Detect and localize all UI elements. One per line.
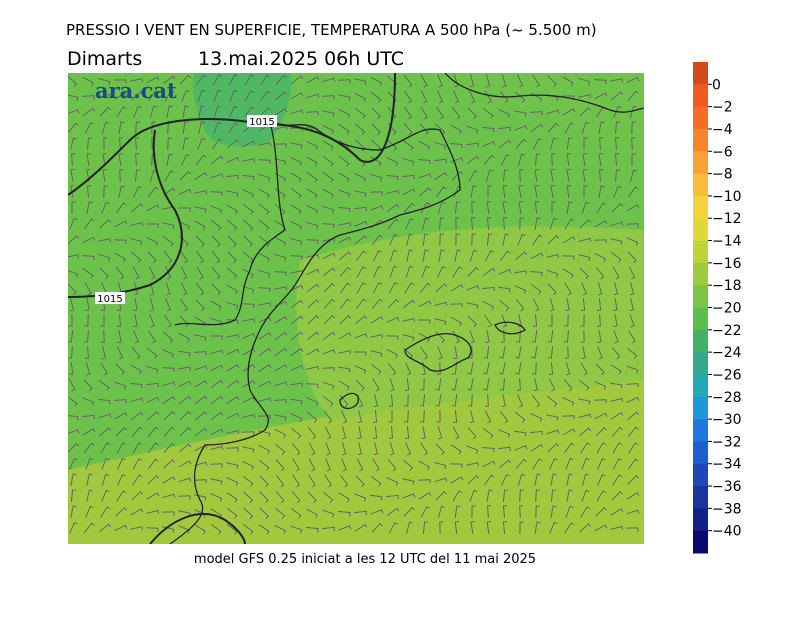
wind-barbs: [68, 74, 640, 535]
colorbar-segment: [693, 441, 708, 465]
colorbar-segment: [693, 396, 708, 420]
colorbar: 0 −2 −4 −6 −8 −10 −12 −14 −16 −18 −20 −22 −24 −26 −28 −…: [693, 62, 742, 554]
colorbar-segment: [693, 285, 708, 308]
colorbar-tick-label: −38: [712, 501, 742, 517]
colorbar-segment: [693, 463, 708, 487]
colorbar-segment: [693, 84, 708, 108]
colorbar-segment: [693, 151, 708, 175]
colorbar-tick-label: −22: [712, 323, 742, 339]
colorbar-tick-label: −12: [712, 211, 742, 227]
colorbar-tick-label: −34: [712, 457, 742, 473]
logo: ara.cat: [95, 78, 177, 103]
colorbar-tick-label: −26: [712, 367, 742, 383]
colorbar-segment: [693, 106, 708, 130]
colorbar-tick-label: −24: [712, 345, 742, 361]
colorbar-tick-label: −32: [712, 434, 742, 450]
colorbar-tick-label: −18: [712, 278, 742, 294]
colorbar-segment: [693, 508, 708, 532]
map: 1015 1015 ara.cat: [68, 73, 644, 544]
colorbar-tick-label: 0: [712, 77, 721, 93]
colorbar-segment: [693, 374, 708, 398]
datetime: 13.mai.2025 06h UTC: [198, 48, 404, 70]
day: Dimarts: [67, 48, 142, 70]
colorbar-segment: [693, 329, 708, 353]
colorbar-tick-label: −6: [712, 144, 733, 160]
colorbar-tick-label: −28: [712, 390, 742, 406]
colorbar-tick-label: −16: [712, 256, 742, 272]
colorbar-tick-label: −10: [712, 189, 742, 205]
isobar-label: 1015: [249, 117, 274, 128]
colorbar-segment: [693, 262, 708, 286]
colorbar-tick-label: −8: [712, 167, 733, 183]
colorbar-segment: [693, 352, 708, 375]
footer: model GFS 0.25 iniciat a les 12 UTC del …: [194, 552, 536, 567]
colorbar-segment: [693, 307, 708, 331]
title: PRESSIO I VENT EN SUPERFICIE, TEMPERATUR…: [66, 21, 597, 39]
colorbar-tick-label: −36: [712, 479, 742, 495]
colorbar-segment: [693, 240, 708, 264]
colorbar-segment: [693, 62, 708, 85]
colorbar-segment: [693, 419, 708, 442]
isobar-label: 1015: [97, 294, 122, 305]
colorbar-tick-label: −20: [712, 301, 742, 317]
colorbar-segment: [693, 486, 708, 509]
colorbar-tick-label: −2: [712, 100, 733, 116]
colorbar-tick-label: −4: [712, 122, 733, 138]
colorbar-segment: [693, 218, 708, 242]
colorbar-tick-label: −14: [712, 234, 742, 250]
colorbar-segment: [693, 195, 708, 219]
colorbar-segment: [693, 173, 708, 197]
colorbar-tick-label: −30: [712, 412, 742, 428]
colorbar-segment: [693, 530, 708, 554]
colorbar-segment: [693, 128, 708, 152]
colorbar-tick-label: −40: [712, 524, 742, 540]
